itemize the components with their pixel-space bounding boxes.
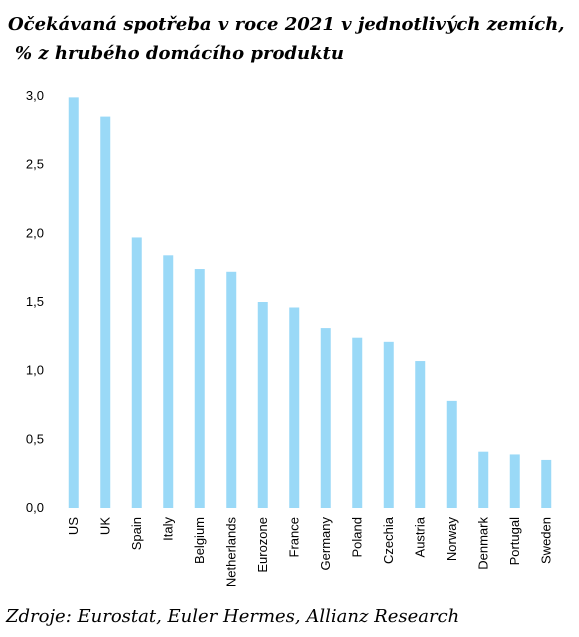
chart-title: Očekávaná spotřeba v roce 2021 v jednotl… bbox=[8, 10, 573, 68]
chart-title-line2: % z hrubého domácího produktu bbox=[15, 43, 344, 64]
x-tick-label: Netherlands bbox=[223, 517, 238, 588]
x-tick-label: Denmark bbox=[475, 517, 490, 570]
x-tick-label: Norway bbox=[444, 517, 459, 562]
bar-czechia bbox=[383, 341, 394, 508]
bar-germany bbox=[320, 328, 331, 508]
source-note: Zdroje: Eurostat, Euler Hermes, Allianz … bbox=[6, 606, 460, 627]
y-axis: 0,0 0,5 1,0 1,5 2,0 2,5 3,0 bbox=[26, 88, 44, 515]
y-tick-label: 3,0 bbox=[26, 88, 44, 103]
x-tick-label: France bbox=[286, 517, 301, 557]
chart-title-line1: Očekávaná spotřeba v roce 2021 v jednotl… bbox=[8, 14, 565, 35]
bar-norway bbox=[446, 400, 457, 508]
bar-spain bbox=[131, 237, 142, 508]
y-tick-label: 1,0 bbox=[26, 363, 44, 378]
x-tick-label: Germany bbox=[318, 517, 333, 571]
y-tick-label: 2,5 bbox=[26, 157, 44, 172]
bar-france bbox=[289, 307, 300, 508]
x-tick-label: UK bbox=[97, 517, 112, 535]
y-tick-label: 0,5 bbox=[26, 431, 44, 446]
x-tick-label: Belgium bbox=[192, 517, 207, 564]
x-tick-label: Czechia bbox=[381, 516, 396, 564]
x-tick-label: Spain bbox=[129, 517, 144, 550]
bars bbox=[68, 97, 552, 508]
x-tick-label: US bbox=[66, 517, 81, 535]
bar-portugal bbox=[509, 454, 520, 508]
x-axis: US UK Spain Italy Belgium Netherlands Eurozone… bbox=[66, 516, 554, 587]
bar-sweden bbox=[541, 459, 552, 508]
x-tick-label: Poland bbox=[349, 517, 364, 557]
bar-austria bbox=[415, 361, 426, 508]
bar-eurozone bbox=[257, 302, 268, 508]
bar-chart: 0,0 0,5 1,0 1,5 2,0 2,5 3,0 US UK Spain Italy Belg… bbox=[26, 88, 554, 587]
x-tick-label: Austria bbox=[412, 516, 427, 557]
x-tick-label: Sweden bbox=[538, 517, 553, 564]
y-tick-label: 1,5 bbox=[26, 294, 44, 309]
x-tick-label: Italy bbox=[160, 517, 175, 541]
x-tick-label: Portugal bbox=[507, 517, 522, 566]
bar-belgium bbox=[194, 269, 205, 508]
y-tick-label: 2,0 bbox=[26, 225, 44, 240]
bar-uk bbox=[100, 116, 111, 508]
y-tick-label: 0,0 bbox=[26, 500, 44, 515]
bar-poland bbox=[352, 337, 363, 508]
bar-us bbox=[68, 97, 79, 508]
bar-netherlands bbox=[226, 271, 237, 508]
x-tick-label: Eurozone bbox=[255, 517, 270, 573]
bar-denmark bbox=[478, 451, 489, 508]
bar-italy bbox=[163, 255, 174, 508]
